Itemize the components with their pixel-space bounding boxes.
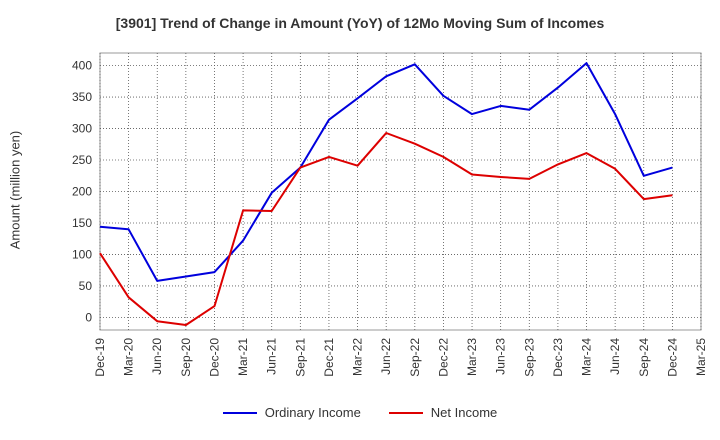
legend-label-ordinary-income: Ordinary Income — [264, 405, 361, 420]
x-tick-label: Jun-20 — [150, 338, 164, 375]
y-tick-label: 50 — [79, 279, 93, 293]
series-line-ordinary-income — [99, 62, 673, 282]
y-tick-label: 150 — [72, 216, 92, 230]
chart-title: [3901] Trend of Change in Amount (YoY) o… — [115, 15, 605, 31]
y-tick-label: 100 — [72, 247, 92, 261]
y-tick-label: 350 — [72, 90, 92, 104]
x-tick-label: Dec-19 — [93, 338, 107, 377]
y-tick-label: 0 — [85, 310, 92, 324]
x-tick-label: Mar-21 — [236, 338, 250, 376]
x-tick-label: Sep-24 — [637, 338, 651, 377]
y-tick-label: 400 — [72, 59, 92, 73]
x-tick-label: Sep-21 — [293, 338, 307, 377]
x-tick-label: Mar-24 — [580, 338, 594, 376]
x-tick-label: Sep-20 — [179, 338, 193, 377]
x-tick-label: Mar-22 — [351, 338, 365, 376]
x-tick-label: Dec-20 — [207, 338, 221, 377]
x-tick-label: Sep-23 — [522, 338, 536, 377]
legend-swatch-net-income — [388, 411, 423, 414]
x-tick-label: Mar-25 — [694, 338, 708, 376]
legend-item-ordinary-income: Ordinary Income — [222, 405, 361, 420]
x-tick-label: Jun-21 — [265, 338, 279, 375]
x-tick-label: Mar-23 — [465, 338, 479, 376]
x-tick-label: Jun-22 — [379, 338, 393, 375]
x-tick-label: Sep-22 — [408, 338, 422, 377]
x-tick-label: Dec-22 — [436, 338, 450, 377]
x-tick-label: Dec-23 — [551, 338, 565, 377]
y-tick-label: 250 — [72, 153, 92, 167]
legend: Ordinary Income Net Income — [0, 405, 720, 420]
series-line-net-income — [99, 132, 673, 326]
y-tick-label: 300 — [72, 122, 92, 136]
legend-swatch-ordinary-income — [222, 411, 257, 414]
x-tick-label: Dec-21 — [322, 338, 336, 377]
x-tick-label: Dec-24 — [665, 338, 679, 377]
x-tick-label: Mar-20 — [122, 338, 136, 376]
y-tick-label: 200 — [72, 185, 92, 199]
legend-item-net-income: Net Income — [388, 405, 498, 420]
x-tick-label: Jun-24 — [608, 338, 622, 375]
x-tick-label: Jun-23 — [494, 338, 508, 375]
legend-label-net-income: Net Income — [430, 405, 498, 420]
